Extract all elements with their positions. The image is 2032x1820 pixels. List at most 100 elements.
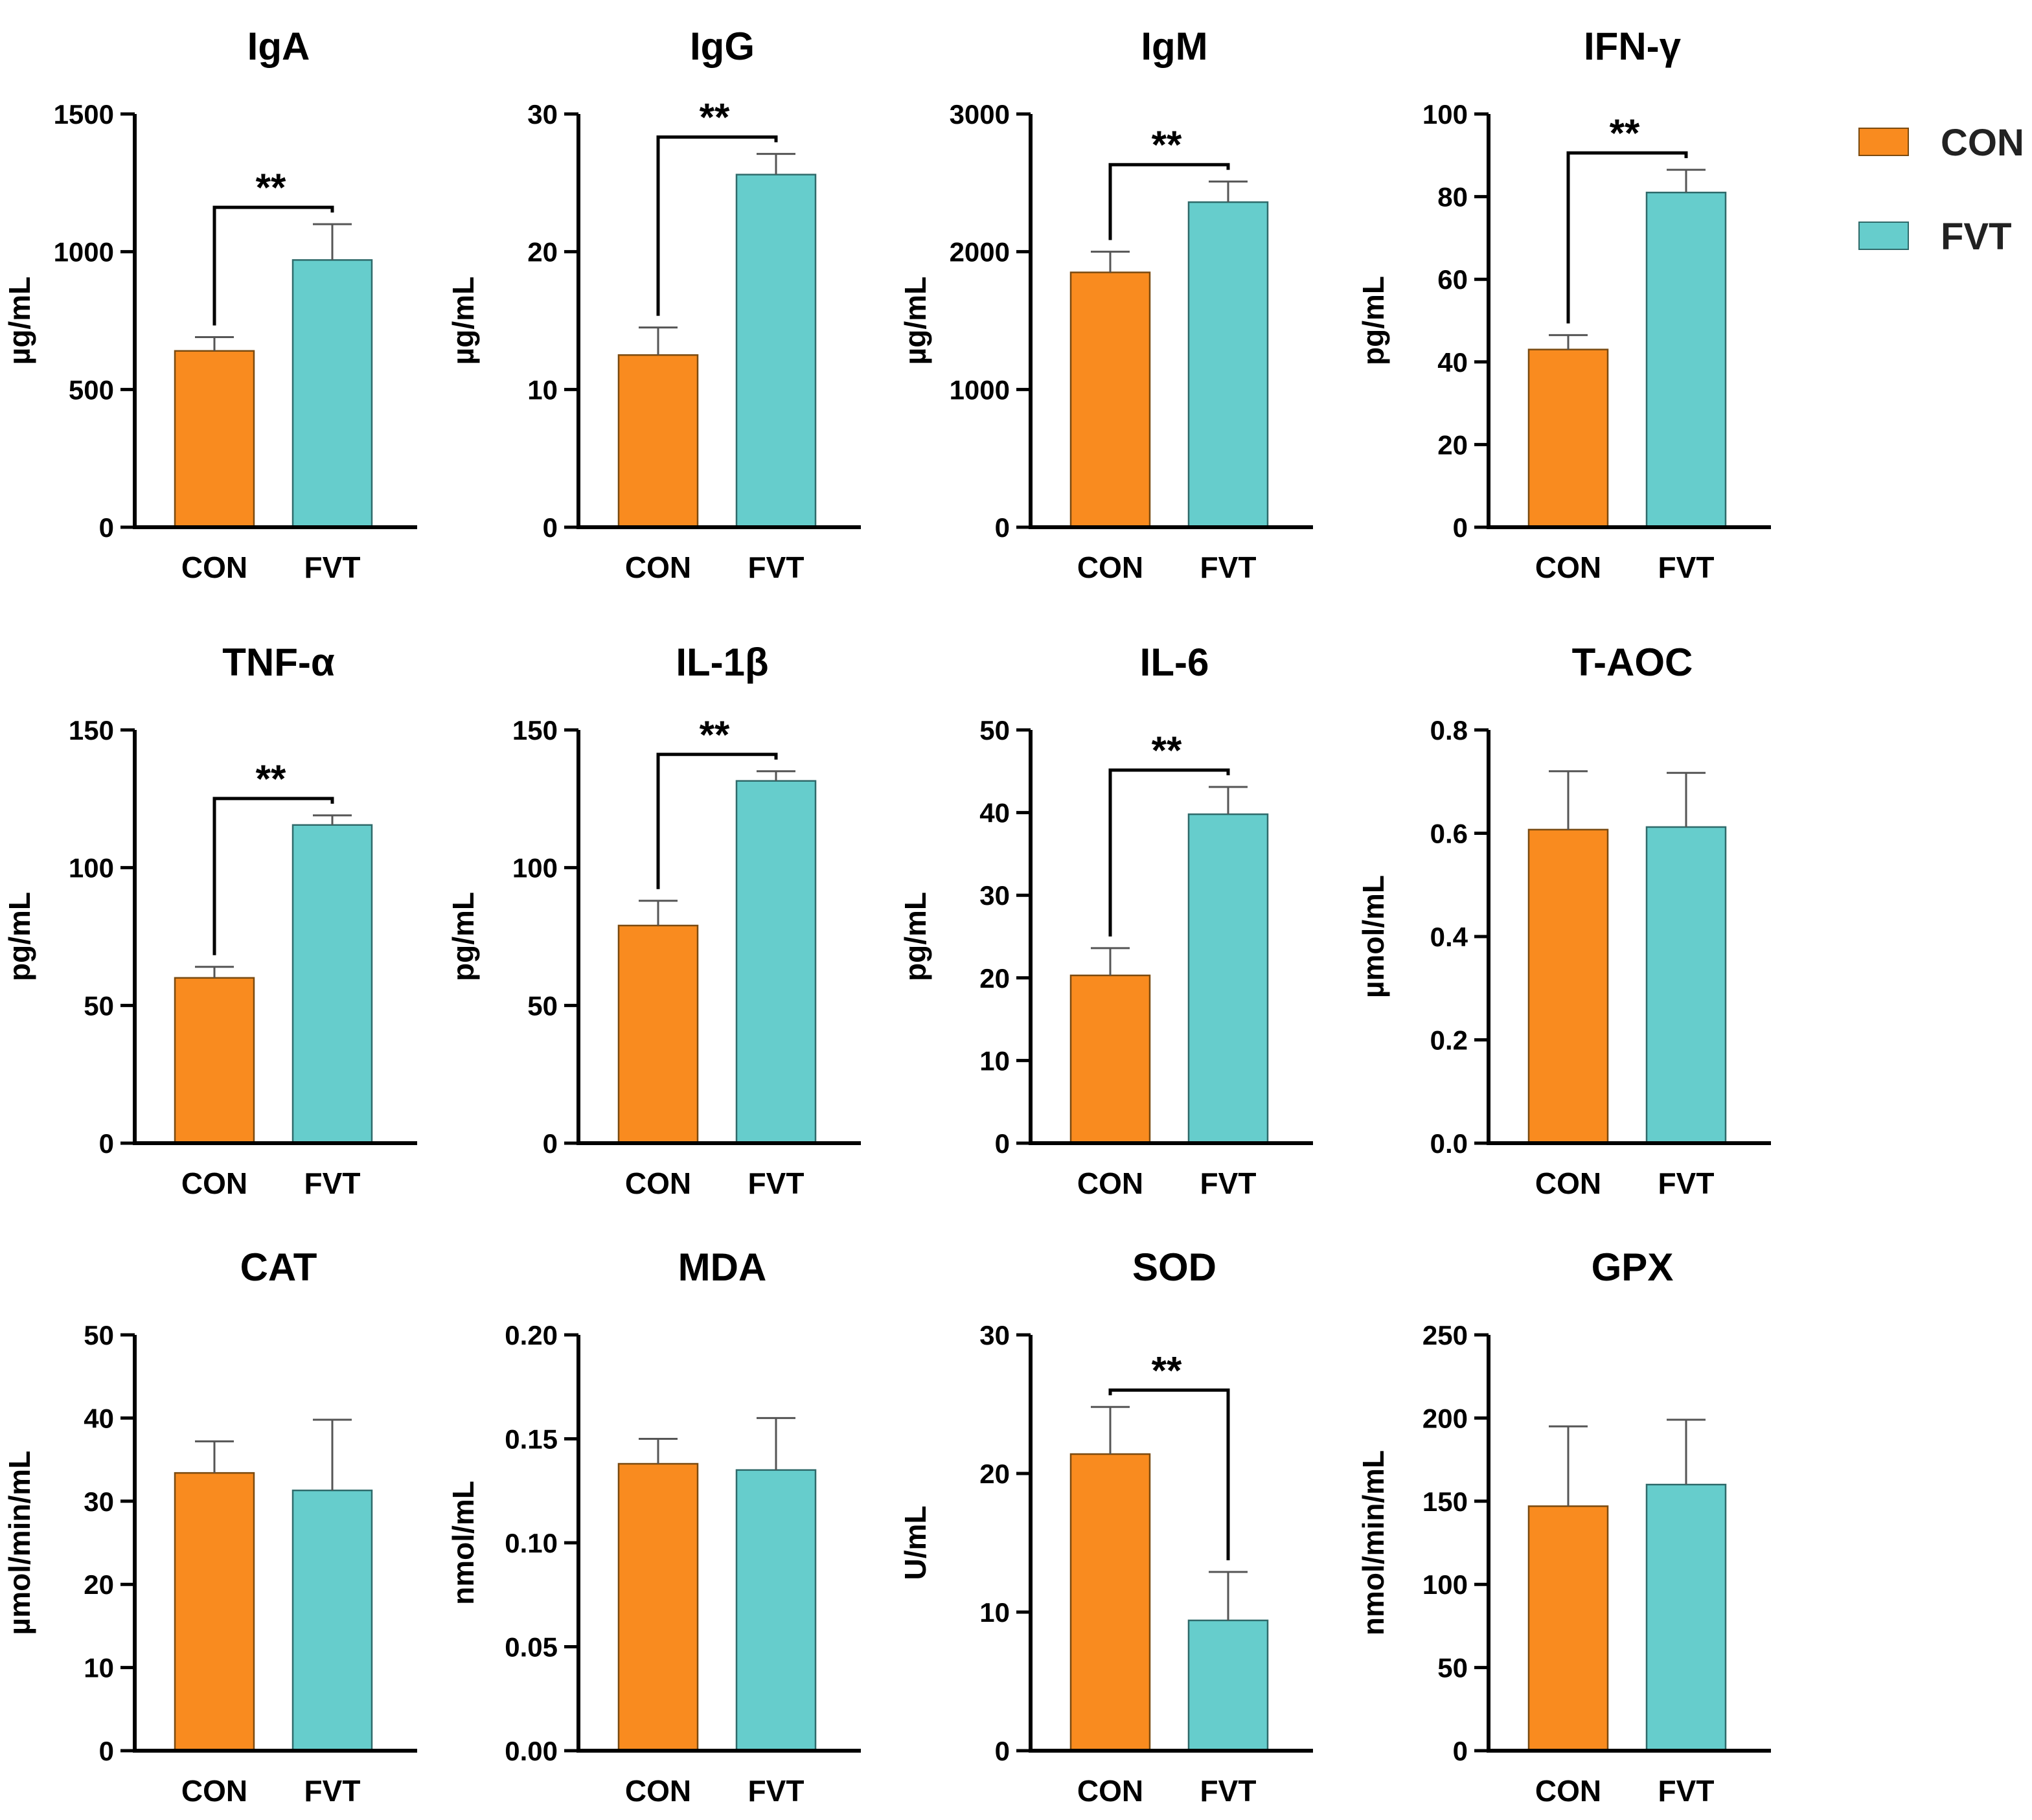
significance-bracket: [212, 797, 334, 955]
x-tick-label: FVT: [1658, 551, 1715, 584]
panel-il-1β: IL-1β pg/mL CON FVT 0 50 100 150 **: [446, 641, 861, 1200]
bar-con: [1527, 1505, 1609, 1752]
y-axis-label: pg/mL: [898, 892, 932, 981]
bar-fvt: [735, 1469, 817, 1752]
panel-mda: MDA nmol/mL CON FVT 0.00 0.05 0.10 0.15 0.20: [446, 1246, 861, 1808]
panel-igg: IgG µg/mL CON FVT 0 10 20 30 **: [446, 25, 861, 584]
y-tick-label: 20: [84, 1569, 114, 1600]
y-tick-label: 50: [527, 990, 558, 1021]
panel-il-6: IL-6 pg/mL CON FVT 0 10 20 30 40 50 **: [898, 641, 1313, 1200]
y-axis-label: µg/mL: [446, 277, 480, 365]
significance-label: **: [256, 166, 286, 209]
panel-iga: IgA µg/mL CON FVT 0 500 1000 1500 **: [3, 25, 417, 584]
y-tick-label: 0.8: [1430, 715, 1468, 745]
significance-label: **: [1152, 123, 1182, 166]
bar-con: [1527, 348, 1609, 529]
panel-cat: CAT µmol/min/mL CON FVT 0 10 20 30 40 50: [3, 1246, 417, 1808]
y-tick-label: 150: [512, 715, 558, 745]
significance-label: **: [700, 96, 730, 139]
y-tick-label: 0: [1453, 1736, 1468, 1766]
y-tick-label: 50: [1437, 1653, 1468, 1683]
legend: CON FVT: [1858, 122, 2024, 258]
bar-fvt: [291, 259, 373, 529]
bar-con: [1069, 1453, 1151, 1752]
panel-t-aoc: T-AOC µmol/mL CON FVT 0.0 0.2 0.4 0.6 0.8: [1356, 641, 1771, 1200]
y-tick-label: 0: [1453, 512, 1468, 543]
significance-bracket: [1108, 163, 1230, 240]
legend-label-con: CON: [1941, 122, 2024, 164]
bar-fvt: [1645, 191, 1727, 529]
bar-con: [174, 1472, 255, 1752]
y-tick-label: 50: [979, 715, 1010, 745]
y-tick-label: 0: [543, 512, 558, 543]
panel-title: IL-6: [1140, 641, 1209, 684]
y-tick-label: 10: [979, 1597, 1010, 1628]
y-tick-label: 20: [1437, 429, 1468, 460]
y-tick-label: 30: [979, 880, 1010, 911]
bar-fvt: [1187, 813, 1269, 1144]
y-tick-label: 3000: [950, 99, 1010, 130]
y-tick-label: 0.0: [1430, 1128, 1468, 1159]
y-tick-label: 20: [979, 963, 1010, 994]
x-tick-label: CON: [1077, 1774, 1143, 1808]
panel-ifn-γ: IFN-γ pg/mL CON FVT 0 20 40 60 80 100 **: [1356, 25, 1771, 584]
y-axis-label: µg/mL: [898, 277, 932, 365]
panel-gpx: GPX nmol/min/mL CON FVT 0 50 100 150 200 250: [1356, 1246, 1771, 1808]
y-tick-label: 0.2: [1430, 1025, 1468, 1056]
bar-fvt: [291, 1489, 373, 1752]
bar-con: [617, 1462, 699, 1752]
y-axis-label: µmol/min/mL: [3, 1451, 36, 1635]
x-tick-label: CON: [625, 1166, 691, 1200]
x-tick-label: CON: [1535, 1166, 1601, 1200]
significance-bracket: [656, 753, 778, 889]
panel-tnf-α: TNF-α pg/mL CON FVT 0 50 100 150 **: [3, 641, 417, 1200]
x-tick-label: CON: [1077, 551, 1143, 584]
y-tick-label: 0: [99, 512, 114, 543]
y-tick-label: 0.20: [505, 1320, 558, 1350]
y-tick-label: 40: [1437, 347, 1468, 378]
x-tick-label: CON: [625, 551, 691, 584]
x-tick-label: FVT: [748, 1774, 805, 1808]
significance-bracket: [1108, 768, 1230, 937]
x-tick-label: CON: [181, 551, 247, 584]
y-tick-label: 100: [1422, 1569, 1468, 1600]
significance-bracket: [1566, 151, 1688, 324]
panel-title: SOD: [1132, 1246, 1216, 1289]
bar-fvt: [1645, 826, 1727, 1144]
y-tick-label: 100: [69, 853, 114, 883]
y-tick-label: 0.15: [505, 1424, 558, 1455]
bar-fvt: [735, 780, 817, 1144]
y-tick-label: 10: [979, 1045, 1010, 1076]
bar-con: [1069, 974, 1151, 1144]
y-tick-label: 10: [84, 1653, 114, 1683]
y-tick-label: 0: [995, 1128, 1010, 1159]
y-tick-label: 0.05: [505, 1632, 558, 1663]
x-tick-label: FVT: [1200, 1166, 1257, 1200]
panel-title: CAT: [240, 1246, 317, 1289]
y-tick-label: 250: [1422, 1320, 1468, 1350]
x-tick-label: CON: [1535, 551, 1601, 584]
y-tick-label: 40: [84, 1403, 114, 1433]
y-axis-label: U/mL: [898, 1506, 932, 1580]
y-tick-label: 0: [543, 1128, 558, 1159]
y-axis-label: pg/mL: [446, 892, 480, 981]
y-tick-label: 50: [84, 1320, 114, 1350]
x-tick-label: FVT: [304, 551, 361, 584]
y-tick-label: 50: [84, 990, 114, 1021]
panel-title: MDA: [678, 1246, 767, 1289]
y-tick-label: 80: [1437, 182, 1468, 212]
legend-swatch-fvt: [1858, 222, 1909, 250]
panel-title: IFN-γ: [1584, 25, 1682, 68]
x-tick-label: FVT: [304, 1774, 361, 1808]
x-tick-label: CON: [1535, 1774, 1601, 1808]
y-tick-label: 0.00: [505, 1736, 558, 1766]
y-tick-label: 30: [84, 1486, 114, 1517]
x-tick-label: FVT: [748, 551, 805, 584]
legend-swatch-con: [1858, 128, 1909, 156]
y-tick-label: 100: [512, 853, 558, 883]
panel-igm: IgM µg/mL CON FVT 0 1000 2000 3000 **: [898, 25, 1313, 584]
significance-label: **: [1152, 1348, 1182, 1392]
x-tick-label: FVT: [1658, 1166, 1715, 1200]
